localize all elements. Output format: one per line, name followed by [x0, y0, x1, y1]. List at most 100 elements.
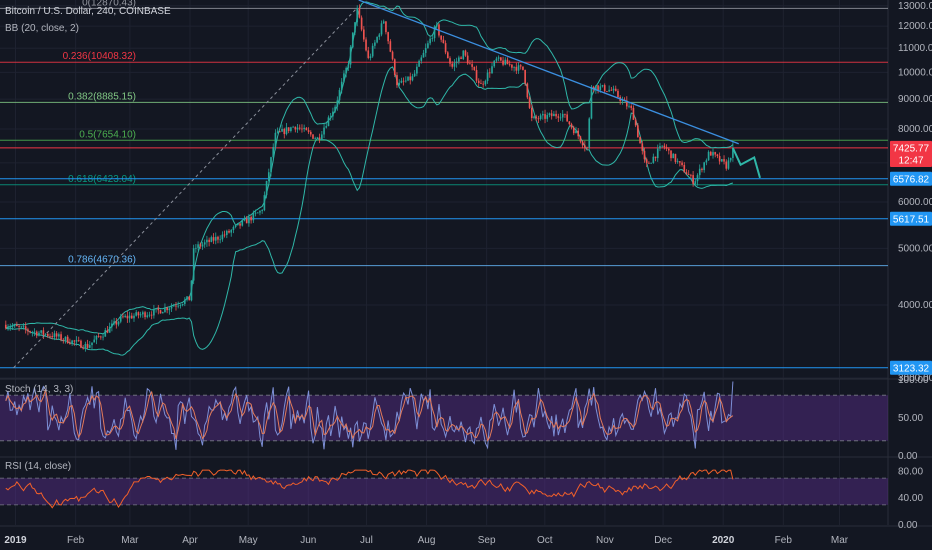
- candle-body: [225, 230, 228, 235]
- price-tag-box: [890, 211, 932, 226]
- candle-body: [672, 153, 675, 159]
- time-tick-label: Apr: [182, 535, 198, 546]
- candle-body: [572, 127, 575, 134]
- candle-body: [287, 127, 290, 132]
- candle-body: [469, 63, 471, 65]
- candle-body: [298, 127, 301, 129]
- projection-path: [731, 147, 761, 179]
- candle-body: [115, 321, 118, 325]
- candle-body: [670, 150, 672, 159]
- price-tick-label: 5000.00: [898, 243, 932, 254]
- time-tick-label: Feb: [775, 535, 793, 546]
- candle-body: [597, 85, 599, 91]
- horizontal-lines[interactable]: [0, 147, 888, 369]
- candle-body: [690, 174, 692, 176]
- candle-body: [82, 347, 84, 349]
- candle-body: [502, 60, 504, 65]
- candle-body: [729, 158, 732, 161]
- candle-body: [113, 321, 115, 324]
- candle-body: [316, 137, 319, 139]
- candle-body: [685, 172, 688, 175]
- symbol-title[interactable]: Bitcoin / U.S. Dollar, 240, COINBASE: [5, 6, 171, 17]
- candle-body: [409, 76, 412, 81]
- candle-body: [513, 66, 515, 68]
- candle-body: [175, 305, 177, 307]
- candle-body: [166, 307, 168, 311]
- candle-body: [77, 340, 80, 341]
- candle-body: [309, 131, 312, 135]
- time-axis[interactable]: 2019 Feb Mar Apr May Jun Jul Aug Sep Oct Nov Dec 202…: [4, 535, 848, 546]
- candle-body: [418, 60, 420, 67]
- candle-body: [453, 63, 456, 67]
- candle-body: [75, 340, 78, 342]
- candle-body: [279, 131, 281, 133]
- candle-body: [645, 159, 648, 163]
- candle-body: [566, 114, 568, 122]
- candle-body: [486, 72, 489, 81]
- candle-body: [707, 151, 710, 161]
- candle-body: [261, 210, 263, 212]
- candle-body: [292, 126, 294, 128]
- candle-body: [407, 76, 409, 81]
- time-tick-label: Mar: [831, 535, 849, 546]
- candle-body: [462, 50, 465, 59]
- drawing-overlays[interactable]: [13, 0, 761, 369]
- candle-body: [550, 113, 553, 117]
- candle-body: [164, 307, 166, 313]
- candle-body: [108, 326, 111, 333]
- candle-body: [40, 330, 43, 333]
- candle-body: [559, 117, 562, 119]
- candle-body: [650, 162, 652, 164]
- price-tick-label: 9000.00: [898, 94, 932, 105]
- candle-body: [197, 244, 199, 248]
- candle-body: [378, 34, 381, 37]
- candle-body: [663, 145, 666, 148]
- fibonacci-retracement[interactable]: 0(12870.43) 0.236(10408.32) 0.382(8885.15)…: [0, 0, 888, 267]
- candle-body: [374, 42, 376, 46]
- candle-body: [60, 334, 62, 340]
- candle-body: [732, 147, 734, 159]
- candle-body: [575, 130, 577, 134]
- candle-body: [314, 138, 317, 140]
- candle-body: [170, 306, 173, 309]
- price-tag-text: 7425.77: [893, 143, 930, 154]
- candle-body: [84, 343, 87, 349]
- candle-body: [294, 126, 297, 130]
- candle-body: [404, 80, 407, 82]
- candle-body: [694, 181, 697, 184]
- candle-body: [385, 21, 387, 33]
- candle-body: [402, 80, 405, 82]
- candle-body: [71, 340, 73, 344]
- candle-body: [679, 161, 681, 163]
- bb-indicator-label[interactable]: BB (20, close, 2): [5, 23, 79, 34]
- stoch-indicator-label[interactable]: Stoch (14, 3, 3): [5, 384, 74, 395]
- candle-body: [13, 324, 16, 327]
- candle-body: [504, 59, 507, 65]
- candle-body: [548, 113, 551, 116]
- candle-body: [27, 329, 29, 332]
- candle-body: [681, 162, 683, 166]
- candle-body: [617, 90, 619, 98]
- candle-body: [581, 141, 584, 146]
- candle-body: [203, 242, 206, 245]
- candle-body: [371, 45, 374, 57]
- candle-body: [122, 316, 124, 318]
- candle-body: [491, 66, 493, 74]
- candle-body: [637, 125, 639, 137]
- candle-body: [157, 308, 160, 311]
- candle-body: [259, 211, 261, 213]
- candle-body: [442, 39, 445, 44]
- candle-body: [488, 72, 491, 74]
- candle-body: [705, 160, 708, 163]
- rsi-indicator-label[interactable]: RSI (14, close): [5, 461, 72, 472]
- candle-body: [522, 66, 524, 70]
- candle-body: [533, 116, 535, 119]
- price-axis[interactable]: 3000.004000.005000.006000.007000.008000.…: [898, 1, 932, 531]
- time-tick-label: Oct: [537, 535, 553, 546]
- bollinger-lower-band: [5, 66, 734, 356]
- candle-body: [349, 47, 352, 65]
- fib-level-label: 0.618(6423.04): [68, 174, 136, 185]
- candle-body: [610, 89, 613, 91]
- price-tick-label: 4000.00: [898, 300, 932, 311]
